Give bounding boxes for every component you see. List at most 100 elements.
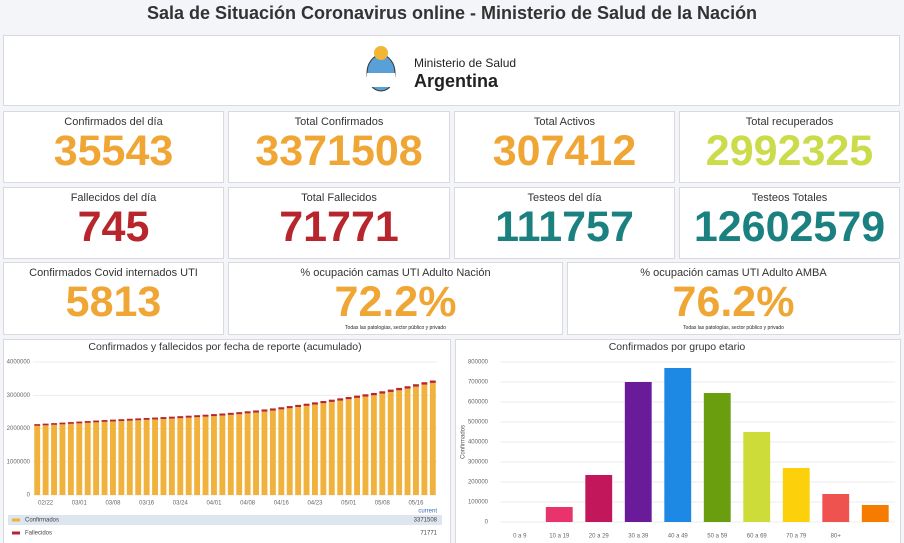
bar-segment bbox=[101, 420, 108, 422]
bar-segment bbox=[404, 386, 411, 389]
legend-label: Confirmados bbox=[25, 518, 59, 524]
bar-segment bbox=[51, 423, 57, 425]
stat-note: Todas las patologías, sector público y p… bbox=[683, 325, 784, 331]
stat-value: 12602579 bbox=[693, 203, 886, 251]
bar-segment bbox=[362, 396, 369, 495]
stat-note: Todas las patologías, sector público y p… bbox=[345, 325, 446, 331]
stat-label: % ocupación camas UTI Adulto Nación bbox=[300, 267, 491, 279]
bar-segment bbox=[429, 380, 436, 383]
legend-swatch bbox=[12, 518, 20, 522]
bar-segment bbox=[34, 424, 41, 426]
bar-segment bbox=[168, 416, 175, 419]
bar bbox=[703, 393, 731, 522]
bar-segment bbox=[76, 423, 83, 495]
x-tick-label: 50 a 59 bbox=[707, 534, 728, 540]
bar-segment bbox=[362, 394, 369, 397]
stat-value: 745 bbox=[77, 203, 150, 251]
stat-card: Testeos del día 111757 bbox=[454, 187, 675, 259]
bar-segment bbox=[160, 417, 167, 420]
stat-value: 76.2% bbox=[672, 278, 795, 326]
y-axis-label: Confirmados bbox=[461, 425, 467, 459]
bar-segment bbox=[194, 417, 201, 495]
bar-segment bbox=[236, 412, 243, 415]
stat-value: 5813 bbox=[65, 278, 162, 326]
bar-segment bbox=[354, 397, 360, 495]
bar-segment bbox=[320, 403, 327, 495]
stat-card: Total Activos 307412 bbox=[454, 111, 675, 183]
logo-line1: Ministerio de Salud bbox=[414, 56, 517, 70]
bar-segment bbox=[135, 420, 142, 495]
bar-segment bbox=[34, 425, 41, 495]
bar-segment bbox=[67, 422, 74, 424]
stat-card: % ocupación camas UTI Adulto Nación 72.2%… bbox=[228, 262, 563, 335]
bar-segment bbox=[93, 422, 100, 495]
bar bbox=[664, 368, 692, 522]
bar-segment bbox=[328, 401, 335, 495]
bar-segment bbox=[404, 388, 411, 495]
bar-segment bbox=[320, 401, 327, 404]
x-tick-label: 02/22 bbox=[38, 501, 54, 507]
legend-value: 3371508 bbox=[414, 518, 438, 524]
y-tick-label: 700000 bbox=[468, 380, 489, 386]
chart-title: Confirmados y fallecidos por fecha de re… bbox=[88, 341, 361, 353]
bar-segment bbox=[295, 407, 302, 495]
stat-label: Confirmados Covid internados UTI bbox=[29, 267, 198, 279]
bar-segment bbox=[177, 416, 184, 419]
bar-segment bbox=[379, 391, 386, 394]
bar-segment bbox=[387, 389, 394, 392]
y-tick-label: 1000000 bbox=[7, 459, 31, 465]
bar-segment bbox=[42, 423, 49, 426]
bar-segment bbox=[202, 416, 209, 495]
y-tick-label: 400000 bbox=[468, 440, 489, 446]
bar-segment bbox=[51, 424, 57, 495]
bar-segment bbox=[202, 414, 209, 417]
stat-label: % ocupación camas UTI Adulto AMBA bbox=[640, 267, 827, 279]
y-tick-label: 500000 bbox=[468, 420, 489, 426]
bar-segment bbox=[126, 420, 133, 495]
logo-line2: Argentina bbox=[414, 71, 499, 91]
legend-swatch bbox=[12, 531, 20, 535]
bar-segment bbox=[118, 419, 125, 422]
x-tick-label: 30 a 39 bbox=[628, 534, 649, 540]
chart-title: Confirmados por grupo etario bbox=[609, 341, 746, 353]
x-tick-label: 20 a 29 bbox=[589, 534, 610, 540]
x-tick-label: 10 a 19 bbox=[549, 534, 570, 540]
stat-card: Fallecidos del día 745 bbox=[3, 187, 224, 259]
y-tick-label: 2000000 bbox=[7, 426, 31, 432]
bar-segment bbox=[421, 382, 428, 385]
bar-segment bbox=[269, 408, 276, 411]
bar-segment bbox=[227, 414, 234, 495]
stat-label: Confirmados del día bbox=[64, 116, 163, 128]
x-tick-label: 03/16 bbox=[139, 501, 155, 507]
bar-segment bbox=[312, 402, 318, 405]
bar-segment bbox=[211, 414, 217, 417]
bar-segment bbox=[219, 415, 226, 495]
bar-segment bbox=[76, 421, 83, 424]
stat-label: Total Fallecidos bbox=[301, 192, 377, 204]
bar-segment bbox=[211, 416, 217, 495]
x-tick-label: 0 a 9 bbox=[513, 534, 527, 540]
y-tick-label: 800000 bbox=[468, 360, 489, 366]
stat-label: Fallecidos del día bbox=[70, 192, 157, 204]
y-tick-label: 4000000 bbox=[7, 360, 31, 366]
bar-segment bbox=[269, 410, 276, 495]
y-tick-label: 600000 bbox=[468, 400, 489, 406]
legend-header: current bbox=[418, 509, 437, 515]
bar-segment bbox=[413, 386, 419, 495]
bar-segment bbox=[345, 399, 352, 495]
bar-segment bbox=[67, 423, 74, 495]
stat-value: 307412 bbox=[492, 127, 637, 175]
bar-segment bbox=[286, 408, 293, 495]
stat-card: Confirmados del día 35543 bbox=[3, 111, 224, 183]
stat-card: Confirmados Covid internados UTI 5813 bbox=[3, 262, 224, 335]
bar-segment bbox=[59, 424, 66, 495]
bar-segment bbox=[354, 395, 360, 398]
bar-segment bbox=[244, 411, 251, 414]
bar-segment bbox=[295, 404, 302, 408]
bar-segment bbox=[110, 419, 116, 422]
bar-segment bbox=[93, 420, 100, 423]
stat-card: Total recuperados 2992325 bbox=[679, 111, 900, 183]
stat-card: Testeos Totales 12602579 bbox=[679, 187, 900, 259]
